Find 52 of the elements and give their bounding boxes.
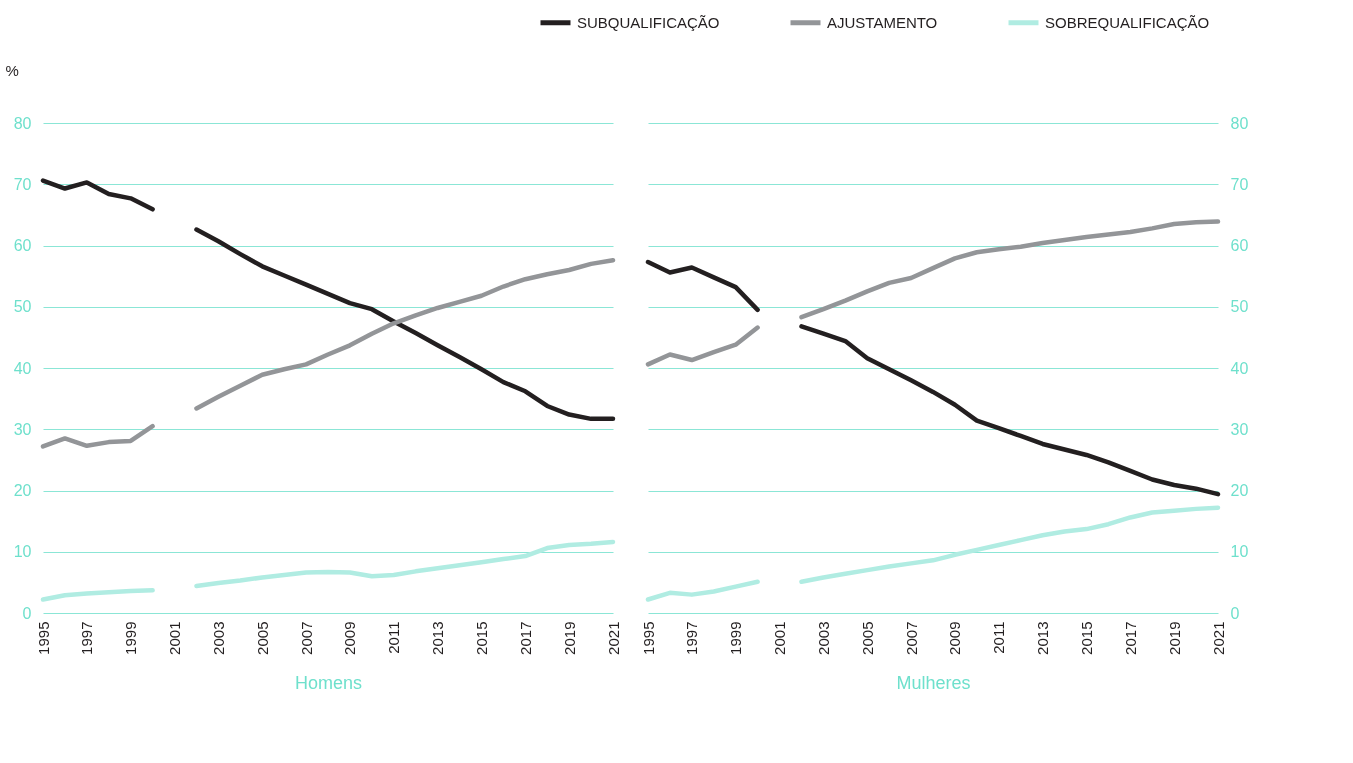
x-tick-label: 2017 bbox=[516, 621, 534, 655]
x-tick-label: 1999 bbox=[727, 621, 745, 655]
y-tick-label: 60 bbox=[1230, 237, 1249, 254]
x-tick-label: 2021 bbox=[604, 621, 622, 655]
x-tick-label: 1997 bbox=[683, 621, 701, 655]
x-tick-label: 1995 bbox=[34, 621, 52, 655]
x-tick-label: 2019 bbox=[1165, 621, 1183, 655]
y-tick-label: 80 bbox=[1230, 114, 1249, 132]
x-axis-title: Mulheres bbox=[896, 672, 971, 693]
y-tick-label: 50 bbox=[1230, 298, 1249, 316]
legend-label: SOBREQUALIFICAÇÃO bbox=[1045, 13, 1210, 31]
x-tick-label: 2009 bbox=[341, 621, 359, 655]
x-tick-label: 1995 bbox=[639, 621, 657, 655]
x-tick-label: 2013 bbox=[429, 621, 447, 655]
x-tick-label: 2009 bbox=[946, 621, 964, 655]
x-tick-label: 2015 bbox=[1077, 621, 1095, 655]
x-tick-label: 2007 bbox=[297, 621, 315, 655]
x-tick-label: 2001 bbox=[166, 621, 184, 655]
y-tick-label: 20 bbox=[13, 482, 32, 499]
y-tick-label: 70 bbox=[1230, 175, 1249, 193]
x-tick-label: 2019 bbox=[560, 621, 578, 655]
x-tick-label: 2001 bbox=[771, 621, 789, 655]
y-tick-label: 10 bbox=[13, 543, 32, 561]
x-tick-label: 2021 bbox=[1209, 621, 1227, 655]
x-tick-label: 2011 bbox=[385, 621, 403, 654]
x-tick-label: 1999 bbox=[122, 621, 140, 655]
y-tick-label: 30 bbox=[1230, 420, 1249, 438]
y-tick-label: 0 bbox=[1230, 604, 1240, 622]
y-tick-label: 20 bbox=[1230, 482, 1249, 499]
y-tick-label: 40 bbox=[13, 359, 32, 377]
x-tick-label: 2015 bbox=[472, 621, 490, 655]
x-tick-label: 2011 bbox=[990, 621, 1008, 654]
y-tick-label: 10 bbox=[1230, 543, 1249, 561]
x-tick-label: 2017 bbox=[1121, 621, 1139, 655]
y-tick-label: 40 bbox=[1230, 359, 1249, 377]
y-tick-label: 70 bbox=[13, 175, 32, 193]
y-tick-label: 50 bbox=[13, 298, 32, 316]
x-tick-label: 2005 bbox=[253, 621, 271, 655]
y-tick-label: 0 bbox=[22, 604, 32, 622]
y-tick-label: 30 bbox=[13, 420, 32, 438]
legend-label: SUBQUALIFICAÇÃO bbox=[577, 13, 720, 31]
x-tick-label: 2005 bbox=[858, 621, 876, 655]
x-axis-title: Homens bbox=[294, 672, 363, 693]
x-tick-label: 1997 bbox=[78, 621, 96, 655]
x-tick-label: 2003 bbox=[814, 621, 832, 655]
y-axis-title: % bbox=[5, 61, 19, 79]
legend-label: AJUSTAMENTO bbox=[827, 13, 938, 31]
x-tick-label: 2007 bbox=[902, 621, 920, 655]
x-tick-label: 2013 bbox=[1034, 621, 1052, 655]
y-tick-label: 80 bbox=[13, 114, 32, 132]
x-tick-label: 2003 bbox=[209, 621, 227, 655]
y-tick-label: 60 bbox=[13, 237, 32, 254]
